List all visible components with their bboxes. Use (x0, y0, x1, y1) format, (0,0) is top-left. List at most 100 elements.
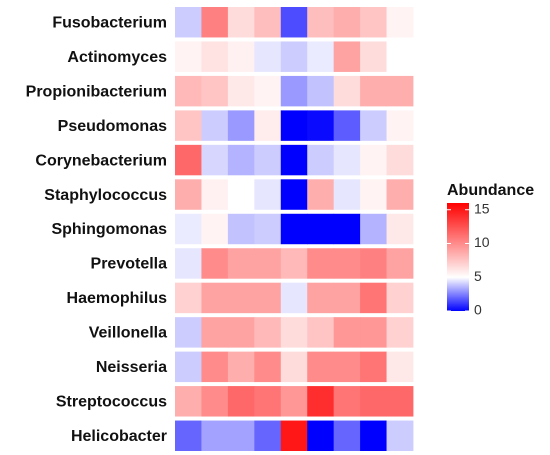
heatmap-cell (175, 179, 202, 210)
heatmap-cell (280, 110, 308, 141)
heatmap-cell (227, 7, 255, 38)
heatmap-cell (280, 386, 308, 417)
heatmap-cell (307, 7, 335, 38)
colorbar-tick-label: 0 (474, 302, 482, 318)
heatmap-cell (201, 179, 229, 210)
heatmap-cell (333, 7, 361, 38)
heatmap-cell (386, 248, 414, 279)
heatmap-cell (227, 144, 255, 176)
heatmap-cell (175, 420, 202, 451)
heatmap-cell (360, 351, 387, 383)
heatmap-cell (201, 420, 229, 451)
heatmap-cell (333, 386, 361, 417)
heatmap-cell (333, 248, 361, 279)
heatmap-cell (360, 317, 387, 348)
heatmap-cell (175, 144, 202, 176)
heatmap-cell (307, 351, 335, 383)
heatmap-cell (280, 317, 308, 348)
heatmap-cell (333, 420, 361, 451)
heatmap-cell (386, 351, 414, 383)
heatmap-cell (227, 213, 255, 245)
heatmap-cell (280, 282, 308, 314)
heatmap-cell (307, 420, 335, 451)
heatmap-cell (360, 144, 387, 176)
heatmap-cell (280, 213, 308, 245)
heatmap-cell (333, 317, 361, 348)
heatmap-cell (227, 75, 255, 107)
heatmap-cell (227, 351, 255, 383)
heatmap-cell (175, 386, 202, 417)
heatmap-cell (280, 41, 308, 72)
row-label: Actinomyces (67, 49, 167, 66)
heatmap-cell (360, 420, 387, 451)
heatmap-cell (386, 110, 414, 141)
heatmap-cell (227, 282, 255, 314)
colorbar-tick-label: 15 (474, 200, 490, 216)
heatmap-cell (360, 179, 387, 210)
heatmap-cell (386, 213, 414, 245)
heatmap-cell (254, 420, 282, 451)
heatmap-cell (307, 213, 335, 245)
heatmap-cell (333, 41, 361, 72)
heatmap-cell (227, 110, 255, 141)
heatmap-cell (307, 317, 335, 348)
heatmap-cell (307, 110, 335, 141)
heatmap-cell (386, 282, 414, 314)
heatmap-cell (175, 248, 202, 279)
row-label: Neisseria (96, 359, 167, 376)
heatmap-cell (360, 7, 387, 38)
heatmap-cell (254, 282, 282, 314)
row-labels: Fusobacterium Actinomyces Propionibacteriu… (26, 14, 167, 445)
row-label: Propionibacterium (26, 83, 167, 100)
row-label: Pseudomonas (58, 118, 167, 135)
colorbar (447, 203, 469, 311)
heatmap-cell (360, 386, 387, 417)
heatmap-cell (201, 144, 229, 176)
heatmap-cell (360, 213, 387, 245)
heatmap-cell (386, 144, 414, 176)
heatmap-cell (201, 282, 229, 314)
heatmap-cell (201, 248, 229, 279)
heatmap-cell (333, 213, 361, 245)
heatmap-cell (201, 41, 229, 72)
heatmap-cell (254, 110, 282, 141)
heatmap-cell (280, 144, 308, 176)
heatmap-cell (201, 351, 229, 383)
heatmap-cell (386, 179, 414, 210)
colorbar-tick-label: 10 (474, 234, 490, 250)
heatmap-cell (254, 41, 282, 72)
heatmap-cell (386, 7, 414, 38)
row-label: Staphylococcus (44, 187, 167, 204)
heatmap-cell (307, 179, 335, 210)
row-label: Sphingomonas (51, 221, 167, 238)
heatmap-cell (201, 110, 229, 141)
heatmap-cell (254, 213, 282, 245)
colorbar-legend: Abundance 0 5 10 15 (447, 182, 534, 318)
heatmap-cell (175, 351, 202, 383)
heatmap-cell (175, 213, 202, 245)
heatmap-cell (175, 282, 202, 314)
heatmap-cell (333, 282, 361, 314)
row-label: Veillonella (89, 325, 167, 342)
heatmap-cell (201, 317, 229, 348)
heatmap-cell (201, 386, 229, 417)
heatmap-cell (227, 420, 255, 451)
heatmap-cell (307, 144, 335, 176)
colorbar-tick-label: 5 (474, 268, 482, 284)
heatmap-cell (254, 351, 282, 383)
row-label: Haemophilus (67, 290, 168, 307)
heatmap-cell (386, 75, 414, 107)
heatmap-cell (360, 75, 387, 107)
heatmap-cell (307, 75, 335, 107)
heatmap-cell (280, 420, 308, 451)
heatmap-cell (307, 248, 335, 279)
heatmap-cell (386, 317, 414, 348)
heatmap-cell (254, 75, 282, 107)
heatmap-cell (175, 75, 202, 107)
heatmap-cell (386, 41, 414, 72)
heatmap-cell (333, 75, 361, 107)
heatmap-cell (175, 7, 202, 38)
heatmap-cell (254, 317, 282, 348)
heatmap-cell (333, 351, 361, 383)
